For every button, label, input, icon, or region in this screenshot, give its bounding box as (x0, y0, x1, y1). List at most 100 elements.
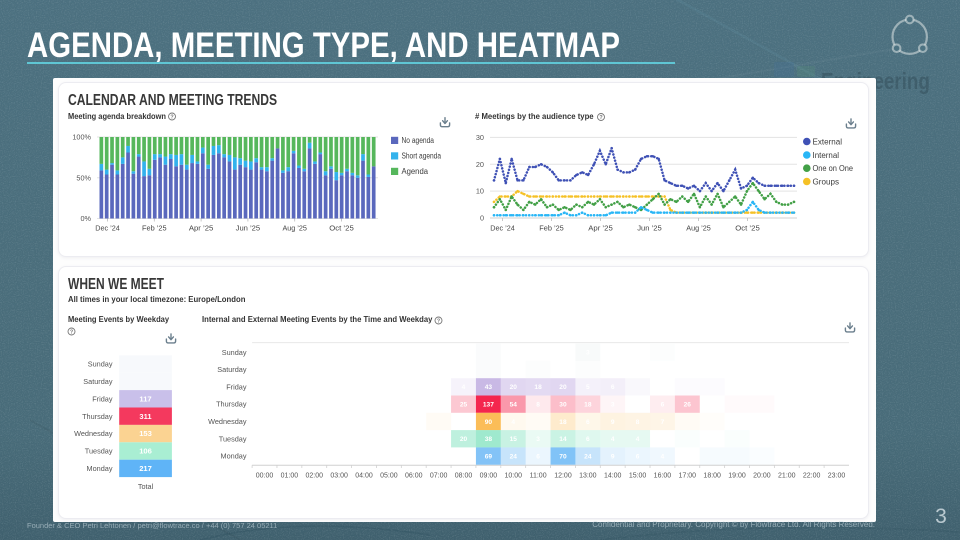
svg-text:Friday: Friday (92, 394, 113, 403)
svg-text:6: 6 (611, 384, 615, 391)
svg-text:24: 24 (584, 453, 592, 460)
svg-text:15:00: 15:00 (629, 473, 647, 480)
svg-text:18: 18 (584, 401, 592, 408)
svg-text:4: 4 (636, 436, 640, 443)
svg-text:Feb ’25: Feb ’25 (142, 224, 167, 233)
svg-text:Groups: Groups (813, 177, 840, 186)
svg-text:106: 106 (139, 447, 152, 456)
svg-text:20:00: 20:00 (753, 473, 771, 480)
svg-text:Monday: Monday (87, 464, 113, 473)
svg-text:4: 4 (462, 384, 466, 391)
svg-text:117: 117 (139, 394, 151, 403)
svg-text:06:00: 06:00 (405, 473, 423, 480)
svg-text:6: 6 (586, 436, 590, 443)
svg-text:18:00: 18:00 (703, 473, 721, 480)
svg-text:11:00: 11:00 (530, 473, 547, 480)
svg-text:6: 6 (536, 453, 540, 460)
svg-text:22:00: 22:00 (803, 473, 821, 480)
svg-text:4: 4 (511, 419, 515, 426)
svg-text:?: ? (437, 319, 440, 325)
svg-text:12:00: 12:00 (554, 473, 572, 480)
svg-text:13:00: 13:00 (579, 473, 597, 480)
svg-text:10: 10 (476, 187, 484, 196)
svg-text:9: 9 (611, 453, 615, 460)
svg-text:Agenda: Agenda (402, 167, 429, 176)
svg-text:0: 0 (480, 214, 484, 223)
svg-text:Total: Total (138, 482, 154, 491)
svg-text:25: 25 (460, 401, 468, 408)
svg-text:38: 38 (485, 436, 493, 443)
svg-text:Saturday: Saturday (217, 365, 247, 374)
svg-text:05:00: 05:00 (380, 473, 398, 480)
svg-text:15: 15 (510, 436, 518, 443)
svg-text:4: 4 (611, 436, 615, 443)
svg-text:07:00: 07:00 (430, 473, 448, 480)
svg-text:Apr ’25: Apr ’25 (189, 224, 214, 233)
svg-text:18: 18 (559, 419, 567, 426)
svg-text:?: ? (170, 115, 173, 121)
svg-text:10:00: 10:00 (504, 473, 522, 480)
svg-text:01:00: 01:00 (281, 473, 299, 480)
svg-text:100%: 100% (72, 133, 91, 142)
svg-text:20: 20 (510, 384, 518, 391)
svg-text:54: 54 (510, 401, 518, 408)
svg-text:Aug ’25: Aug ’25 (282, 224, 307, 233)
svg-text:30: 30 (559, 401, 567, 408)
svg-text:?: ? (599, 115, 602, 121)
svg-text:Apr ’25: Apr ’25 (588, 224, 613, 233)
svg-text:Wednesday: Wednesday (208, 417, 247, 426)
svg-text:20: 20 (476, 160, 484, 169)
svg-text:Saturday: Saturday (83, 377, 113, 386)
svg-text:Feb ’25: Feb ’25 (539, 224, 564, 233)
svg-text:16:00: 16:00 (654, 473, 672, 480)
svg-text:23:00: 23:00 (828, 473, 846, 480)
svg-text:8: 8 (536, 401, 540, 408)
svg-text:137: 137 (483, 401, 494, 408)
svg-text:6: 6 (586, 419, 590, 426)
svg-text:Aug ’25: Aug ’25 (686, 224, 711, 233)
svg-text:0%: 0% (80, 214, 91, 223)
svg-text:Monday: Monday (221, 452, 247, 461)
svg-text:04:00: 04:00 (355, 473, 373, 480)
svg-text:90: 90 (485, 419, 493, 426)
svg-text:5: 5 (586, 384, 590, 391)
svg-text:Sunday: Sunday (88, 360, 113, 369)
svg-text:Thursday: Thursday (216, 400, 247, 409)
svg-text:Friday: Friday (226, 382, 247, 391)
svg-text:Internal: Internal (813, 151, 840, 160)
svg-text:Tuesday: Tuesday (219, 434, 247, 443)
svg-text:No agenda: No agenda (402, 136, 435, 145)
svg-text:19:00: 19:00 (728, 473, 746, 480)
svg-text:Thursday: Thursday (82, 412, 113, 421)
svg-text:6: 6 (636, 453, 640, 460)
svg-text:18: 18 (534, 384, 542, 391)
svg-text:External: External (813, 137, 843, 146)
svg-text:Oct ’25: Oct ’25 (735, 224, 760, 233)
svg-text:20: 20 (559, 384, 567, 391)
svg-text:24: 24 (510, 453, 518, 460)
svg-text:311: 311 (139, 412, 152, 421)
svg-text:Wednesday: Wednesday (74, 429, 113, 438)
svg-text:20: 20 (460, 436, 468, 443)
svg-text:69: 69 (485, 453, 493, 460)
svg-text:4: 4 (661, 453, 665, 460)
svg-text:08:00: 08:00 (455, 473, 473, 480)
svg-text:00:00: 00:00 (256, 473, 274, 480)
svg-text:Tuesday: Tuesday (85, 447, 113, 456)
svg-text:One on One: One on One (813, 164, 854, 173)
svg-text:02:00: 02:00 (306, 473, 324, 480)
svg-text:70: 70 (559, 453, 567, 460)
svg-text:17:00: 17:00 (679, 473, 697, 480)
svg-text:8: 8 (636, 419, 640, 426)
svg-text:Oct ’25: Oct ’25 (329, 224, 354, 233)
svg-text:Dec ’24: Dec ’24 (490, 224, 515, 233)
svg-text:7: 7 (661, 419, 665, 426)
svg-text:153: 153 (139, 429, 152, 438)
svg-text:30: 30 (476, 133, 484, 142)
svg-text:14: 14 (559, 436, 567, 443)
svg-text:9: 9 (611, 419, 615, 426)
svg-text:Dec ’24: Dec ’24 (95, 224, 120, 233)
svg-text:50%: 50% (76, 173, 91, 182)
svg-text:Jun ’25: Jun ’25 (637, 224, 662, 233)
svg-text:21:00: 21:00 (778, 473, 796, 480)
